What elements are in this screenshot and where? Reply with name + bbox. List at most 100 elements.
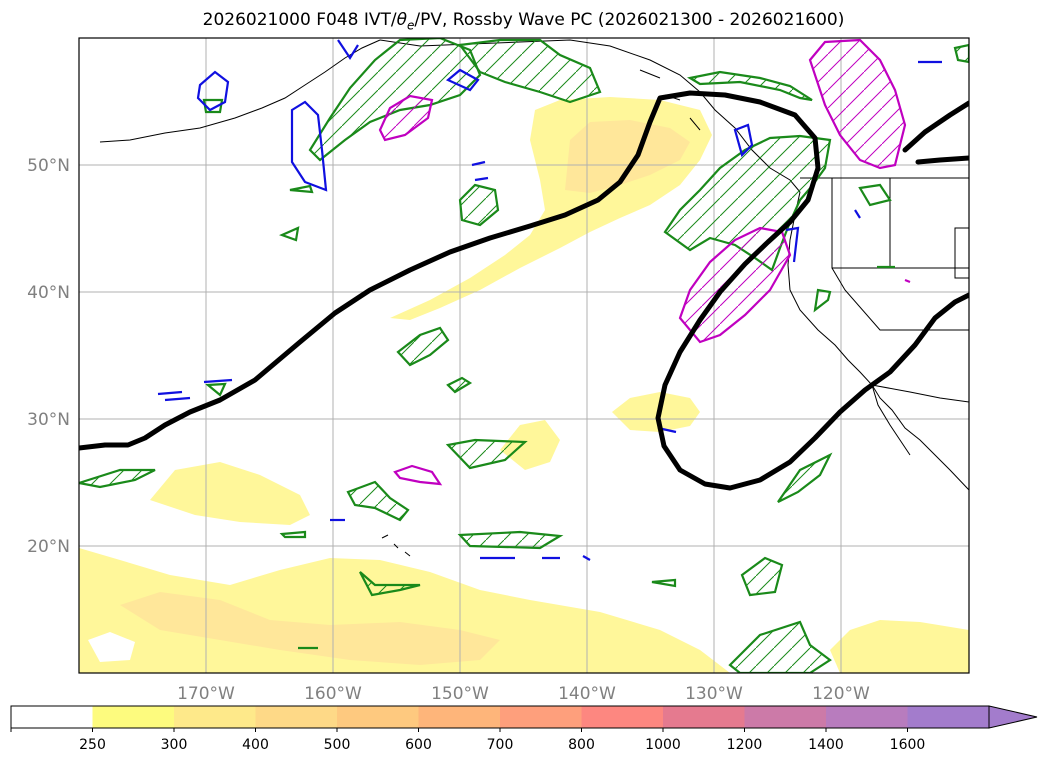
green-contour-subtropics-e xyxy=(777,452,833,503)
ivt-patch-subtropics-2 xyxy=(500,420,560,470)
title-theta: θ xyxy=(396,10,407,30)
green-contour-south-small xyxy=(359,571,421,597)
blue-contour-1 xyxy=(196,70,230,112)
baja-coast xyxy=(871,384,911,456)
bc-coast xyxy=(787,191,969,491)
blue-contour-12 xyxy=(582,555,591,561)
colorbar-segment-6 xyxy=(500,706,582,728)
lon-label-140w: 140°W xyxy=(558,684,616,704)
green-contour-central-1 xyxy=(445,438,528,470)
colorbar-label-500: 500 xyxy=(324,737,351,753)
lon-label-160w: 160°W xyxy=(304,684,362,704)
colorbar-segment-5 xyxy=(418,706,501,728)
magenta-contour-gulf xyxy=(378,94,434,142)
green-contour-central-2 xyxy=(346,480,410,522)
hawaii-islands xyxy=(381,534,411,557)
colorbar-segment-0 xyxy=(11,706,93,728)
colorbar-label-1600: 1600 xyxy=(890,737,926,753)
blue-contour-6 xyxy=(733,123,754,158)
colorbar: 250 300 400 500 600 700 800 1000 1200 1400 1600 xyxy=(10,705,1038,753)
lat-labels: 50°N 40°N 30°N 20°N xyxy=(27,156,70,557)
green-contour-small-1 xyxy=(279,530,307,539)
blue-contour-5 xyxy=(471,160,489,182)
lon-label-130w: 130°W xyxy=(685,684,743,704)
blue-contour-7 xyxy=(157,390,191,402)
title-suffix: /PV, Rossby Wave PC (2026021300 - 202602… xyxy=(414,10,845,30)
green-contour-mid-2 xyxy=(446,376,473,394)
blue-contour-15 xyxy=(854,209,861,219)
state-line-4 xyxy=(954,227,969,279)
colorbar-extend-arrow xyxy=(988,705,1038,729)
ivt-plume-core xyxy=(565,120,690,193)
map-layers xyxy=(79,38,969,673)
ivt-patch-west-subtropics xyxy=(150,462,310,525)
green-contour-southeast-1 xyxy=(740,556,784,597)
ivt-hole xyxy=(88,632,135,662)
green-contour-small-5 xyxy=(813,288,832,313)
green-contour-west-small xyxy=(279,226,300,242)
rossby-contour-ne xyxy=(902,100,969,153)
colorbar-segment-3 xyxy=(255,706,338,728)
magenta-contour-small xyxy=(904,278,911,284)
colorbar-segment-11 xyxy=(907,706,990,728)
lon-labels: 170°W 160°W 150°W 140°W 130°W 120°W xyxy=(177,684,870,704)
lon-label-150w: 150°W xyxy=(431,684,489,704)
colorbar-label-400: 400 xyxy=(242,737,269,753)
lat-label-50: 50°N xyxy=(27,156,70,176)
green-contour-south-band xyxy=(457,530,564,550)
colorbar-label-600: 600 xyxy=(405,737,432,753)
green-contour-small-6 xyxy=(858,183,892,207)
lat-label-20: 20°N xyxy=(27,537,70,557)
blue-contour-8 xyxy=(203,378,233,384)
green-contour-west-band xyxy=(79,468,156,489)
colorbar-label-1200: 1200 xyxy=(727,737,763,753)
colorbar-segment-10 xyxy=(826,706,908,728)
colorbar-segment-9 xyxy=(744,706,827,728)
figure-title: 2026021000 F048 IVT/θe/PV, Rossby Wave P… xyxy=(0,10,1047,32)
green-contour-ne-corner xyxy=(953,43,969,64)
title-prefix: 2026021000 F048 IVT/ xyxy=(202,10,397,30)
colorbar-segment-4 xyxy=(337,706,419,728)
green-contour-gulf xyxy=(457,38,602,104)
ivt-shading xyxy=(79,97,969,673)
colorbar-segment-2 xyxy=(174,706,256,728)
green-contour-bc xyxy=(686,70,813,102)
blue-contour-14 xyxy=(785,226,800,263)
map-frame xyxy=(78,37,970,674)
blue-contour-2 xyxy=(290,100,328,192)
ivt-patch-subtropics-1 xyxy=(612,392,700,432)
green-contour-north-small xyxy=(458,183,500,227)
green-contour-aleutian-west xyxy=(289,184,314,194)
lat-label-30: 30°N xyxy=(27,410,70,430)
rossby-wave-contour xyxy=(79,90,969,491)
colorbar-segment-7 xyxy=(581,706,664,728)
colorbar-label-700: 700 xyxy=(487,737,514,753)
magenta-contour-subtropics xyxy=(393,464,443,486)
colorbar-label-800: 800 xyxy=(568,737,595,753)
blue-contour-4 xyxy=(445,68,480,92)
blue-contours xyxy=(157,39,942,561)
colorbar-label-1400: 1400 xyxy=(808,737,844,753)
lon-label-120w: 120°W xyxy=(812,684,870,704)
title-theta-subscript: e xyxy=(407,18,415,33)
blue-contour-3 xyxy=(337,39,359,61)
us-mexico-border xyxy=(871,384,969,403)
green-contour-aleutian xyxy=(308,38,482,162)
colorbar-segment-1 xyxy=(92,706,175,728)
map-background xyxy=(79,38,969,673)
rossby-contour-main xyxy=(79,90,969,491)
green-contour-southeast-2 xyxy=(728,620,832,673)
rossby-contour-ne-2 xyxy=(915,155,969,165)
green-contour-small-8 xyxy=(205,382,227,397)
magenta-contour-bc xyxy=(808,38,907,170)
green-contour-small-4 xyxy=(202,98,224,114)
green-contour-small-2 xyxy=(651,578,677,588)
colorbar-label-1000: 1000 xyxy=(645,737,681,753)
colorbar-label-300: 300 xyxy=(161,737,188,753)
lon-label-170w: 170°W xyxy=(177,684,235,704)
ivt-southeast-patch xyxy=(830,620,969,673)
green-contour-mid-1 xyxy=(396,326,450,367)
colorbar-segment-8 xyxy=(663,706,745,728)
colorbar-label-250: 250 xyxy=(79,737,106,753)
